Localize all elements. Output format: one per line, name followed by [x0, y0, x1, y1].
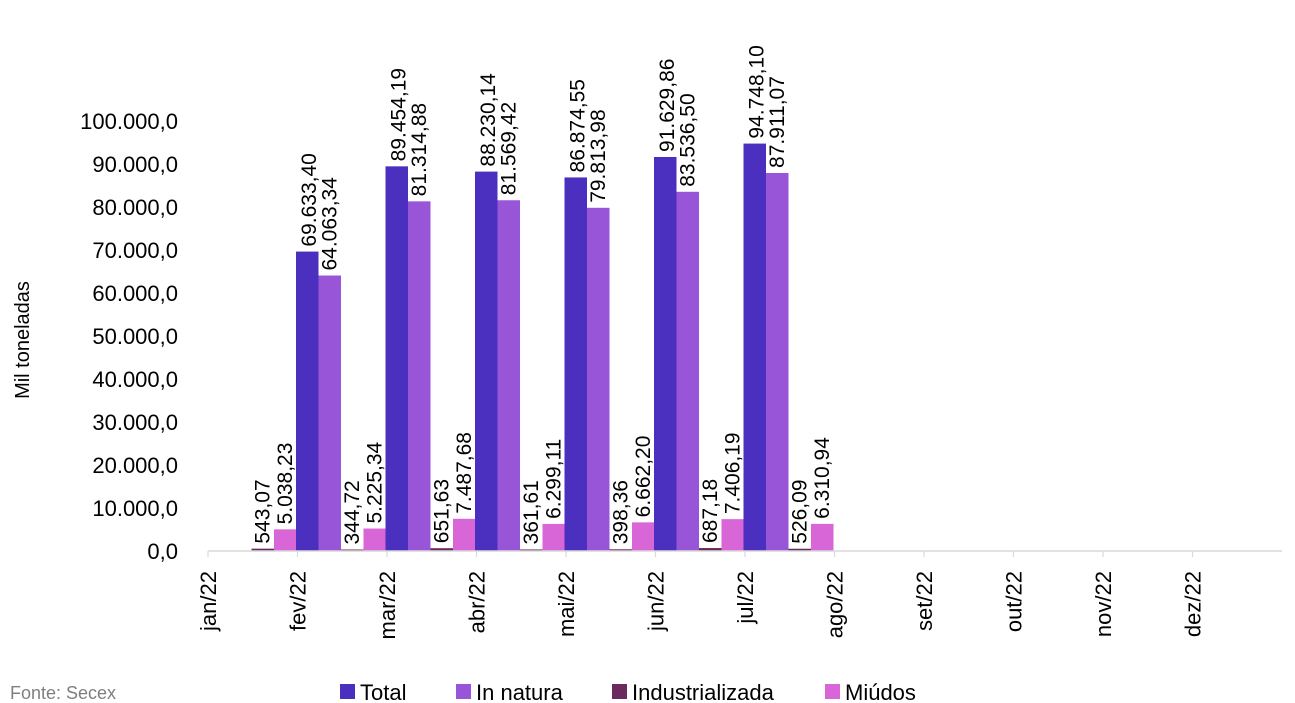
data-label: 5.038,23	[274, 443, 297, 525]
x-tick-label: set/22	[912, 571, 937, 631]
y-axis-title: Mil toneladas	[12, 281, 34, 399]
y-tick-label: 50.000,0	[92, 324, 178, 349]
data-label: 88.230,14	[477, 73, 500, 167]
bar-miúdos	[721, 519, 744, 551]
data-label: 64.063,34	[319, 177, 342, 271]
legend-item-total: Total	[340, 680, 406, 703]
bar-total	[564, 177, 587, 551]
y-tick-label: 70.000,0	[92, 238, 178, 263]
data-label: 398,36	[610, 480, 633, 544]
legend-swatch	[612, 684, 627, 699]
data-label: 344,72	[341, 480, 364, 544]
data-label: 91.629,86	[656, 59, 679, 152]
data-label: 83.536,50	[677, 93, 700, 186]
y-tick-label: 0,0	[147, 539, 178, 564]
y-tick-label: 40.000,0	[92, 367, 178, 392]
bar-in-natura	[766, 172, 789, 551]
x-tick-label: jul/22	[733, 571, 758, 625]
bar-in-natura	[408, 201, 431, 552]
data-label: 7.487,68	[453, 432, 476, 514]
data-label: 79.813,98	[587, 109, 610, 202]
x-axis-ticks: jan/22 fev/22 mar/22 abr/22 mai/22 jun/22 jul/…	[196, 551, 1206, 639]
bar-miúdos	[632, 522, 655, 551]
legend-label: Total	[360, 680, 406, 703]
legend-swatch	[456, 684, 471, 699]
y-tick-label: 90.000,0	[92, 152, 178, 177]
data-label: 651,63	[431, 479, 454, 543]
data-label: 69.633,40	[298, 153, 321, 246]
y-tick-label: 20.000,0	[92, 453, 178, 478]
bar-total	[475, 171, 498, 551]
data-label: 543,07	[252, 479, 275, 543]
data-label: 6.299,11	[543, 439, 566, 519]
data-label: 87.911,07	[766, 76, 789, 168]
x-tick-label: mai/22	[554, 571, 579, 637]
source-note: Fonte: Secex	[10, 683, 116, 703]
data-label: 6.310,94	[811, 437, 834, 519]
x-tick-label: jun/22	[644, 571, 669, 632]
bar-miúdos	[542, 523, 565, 551]
data-label: 89.454,19	[388, 68, 411, 161]
bar-miúdos	[811, 523, 834, 551]
bar-industrializada	[251, 548, 274, 551]
bar-in-natura	[497, 200, 520, 551]
data-label: 687,18	[699, 479, 722, 543]
x-tick-label: mar/22	[375, 571, 400, 639]
bar-in-natura	[318, 275, 341, 551]
x-tick-label: jan/22	[196, 571, 221, 632]
data-label: 81.314,88	[408, 103, 431, 196]
data-label: 526,09	[789, 480, 812, 544]
bar-industrializada	[520, 549, 543, 551]
legend-item-miúdos: Miúdos	[825, 680, 916, 703]
bar-in-natura	[587, 207, 610, 552]
data-label: 6.662,20	[632, 436, 655, 518]
legend: Total In natura Industrializada Miúdos	[340, 680, 916, 703]
y-tick-label: 30.000,0	[92, 410, 178, 435]
bar-in-natura	[676, 191, 699, 552]
data-label: 5.225,34	[364, 441, 387, 523]
data-label: 86.874,55	[567, 79, 590, 172]
legend-label: Industrializada	[632, 680, 775, 703]
y-axis-ticks: 0,0 10.000,0 20.000,0 30.000,0 40.000,0 50.00…	[80, 109, 178, 564]
bar-industrializada	[609, 549, 632, 551]
bar-miúdos	[274, 529, 297, 551]
bar-miúdos	[363, 528, 386, 551]
y-tick-label: 100.000,0	[80, 109, 178, 134]
data-label: 361,61	[520, 480, 543, 544]
legend-label: In natura	[476, 680, 564, 703]
y-tick-label: 80.000,0	[92, 195, 178, 220]
legend-swatch	[340, 684, 355, 699]
legend-item-in-natura: In natura	[456, 680, 564, 703]
data-label: 94.748,10	[746, 45, 769, 138]
bars	[251, 143, 834, 552]
bar-total	[296, 251, 319, 551]
bar-industrializada	[699, 548, 722, 551]
data-label: 7.406,19	[722, 432, 745, 514]
bar-miúdos	[453, 518, 476, 551]
x-tick-label: out/22	[1002, 571, 1027, 632]
legend-label: Miúdos	[845, 680, 916, 703]
bar-total	[385, 166, 408, 551]
x-tick-label: fev/22	[286, 571, 311, 631]
bar-industrializada	[788, 548, 811, 551]
y-tick-label: 10.000,0	[92, 496, 178, 521]
bar-total	[743, 143, 766, 551]
x-tick-label: nov/22	[1091, 571, 1116, 637]
x-tick-label: abr/22	[465, 571, 490, 633]
bar-industrializada	[430, 548, 453, 551]
y-tick-label: 60.000,0	[92, 281, 178, 306]
legend-item-industrializada: Industrializada	[612, 680, 775, 703]
bar-total	[654, 156, 677, 551]
x-tick-label: ago/22	[823, 571, 848, 638]
x-tick-label: dez/22	[1181, 571, 1206, 637]
data-label: 81.569,42	[498, 102, 521, 195]
legend-swatch	[825, 684, 840, 699]
